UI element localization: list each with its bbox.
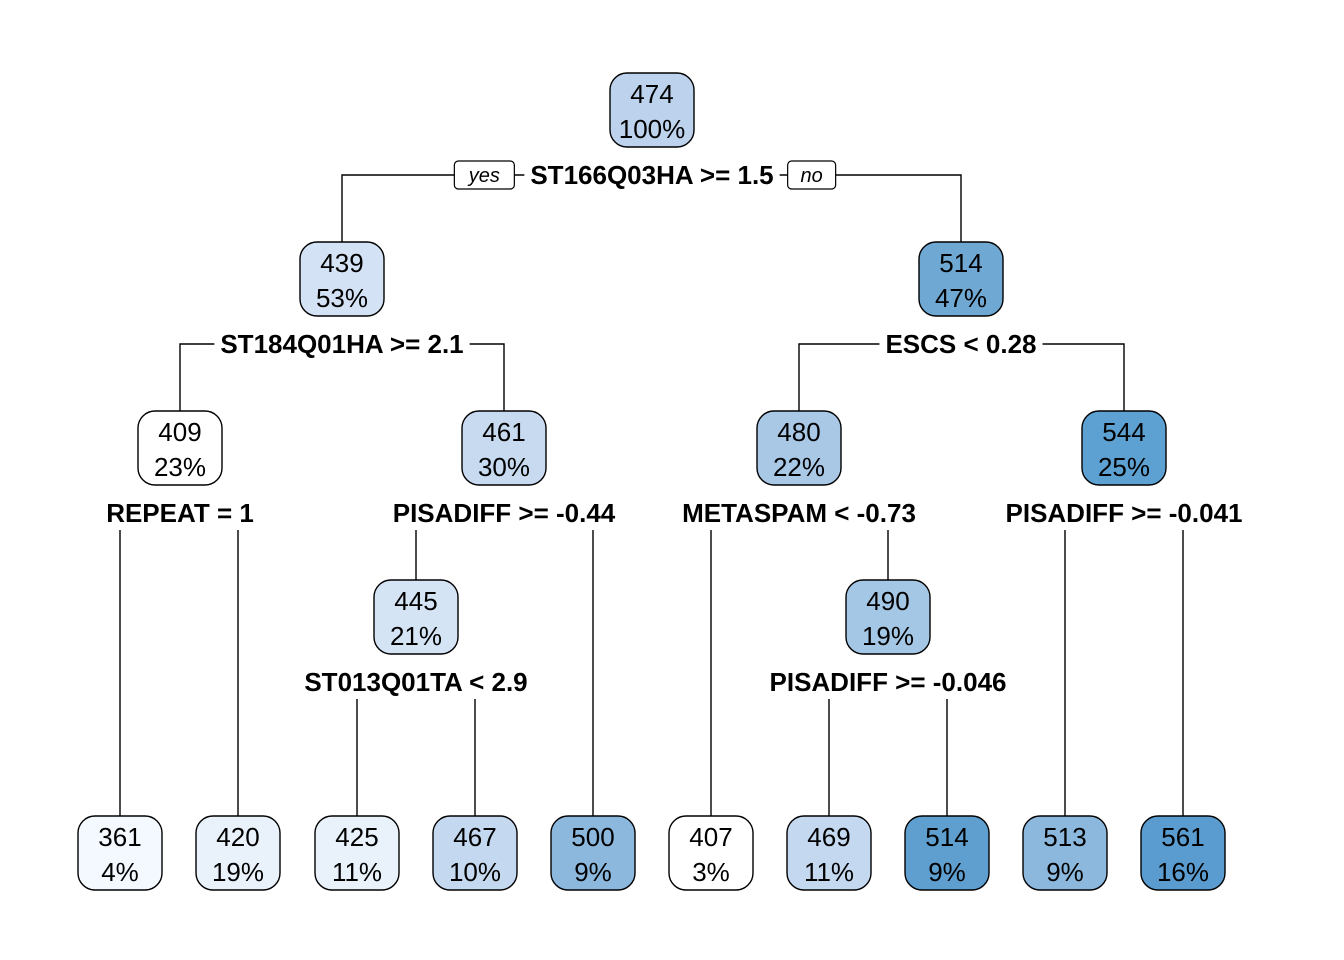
split-label-s5: PISADIFF >= -0.44 [393, 498, 616, 528]
node-percent: 9% [1046, 857, 1084, 887]
split-labels: ST166Q03HA >= 1.5 ST184Q01HA >= 2.1 ESCS <… [106, 160, 1242, 697]
node-value: 480 [777, 417, 820, 447]
node-percent: 22% [773, 452, 825, 482]
node-percent: 21% [390, 621, 442, 651]
node-box [1140, 815, 1226, 891]
node-percent: 10% [449, 857, 501, 887]
edge-s1-right [779, 174, 962, 242]
node-box [461, 410, 547, 486]
node-box [432, 815, 518, 891]
branch-labels: yes no [453, 160, 837, 190]
branch-no-box [787, 160, 837, 190]
node-box [314, 815, 400, 891]
edge-s2-right [469, 343, 505, 411]
node-percent: 53% [316, 283, 368, 313]
tree-nodes: 474100%43953%51447%40923%46130%48022%544… [77, 72, 1226, 891]
node-percent: 11% [804, 857, 854, 887]
node-value: 514 [939, 248, 982, 278]
node-value: 469 [807, 822, 850, 852]
node-percent: 23% [154, 452, 206, 482]
node-percent: 100% [619, 114, 686, 144]
edge-s2-left [179, 343, 215, 411]
node-box [137, 410, 223, 486]
node-box [77, 815, 163, 891]
node-value: 425 [335, 822, 378, 852]
node-percent: 19% [212, 857, 264, 887]
node-box [918, 241, 1004, 317]
edge-s3-left [798, 343, 880, 411]
node-value: 500 [571, 822, 614, 852]
node-value: 474 [630, 79, 673, 109]
node-value: 513 [1043, 822, 1086, 852]
branch-yes-label: yes [467, 165, 500, 187]
split-label-s8: ST013Q01TA < 2.9 [304, 667, 527, 697]
node-percent: 3% [692, 857, 730, 887]
split-label-s4: REPEAT = 1 [106, 498, 254, 528]
node-box [904, 815, 990, 891]
split-label-s9: PISADIFF >= -0.046 [770, 667, 1007, 697]
node-value: 544 [1102, 417, 1145, 447]
node-value: 407 [689, 822, 732, 852]
node-percent: 30% [478, 452, 530, 482]
node-box [1022, 815, 1108, 891]
node-box [845, 579, 931, 655]
node-value: 409 [158, 417, 201, 447]
node-value: 467 [453, 822, 496, 852]
split-label-s1: ST166Q03HA >= 1.5 [530, 160, 773, 190]
node-percent: 9% [928, 857, 966, 887]
branch-yes-box [453, 160, 515, 190]
node-value: 439 [320, 248, 363, 278]
node-box [609, 72, 695, 148]
node-percent: 9% [574, 857, 612, 887]
node-value: 514 [925, 822, 968, 852]
node-percent: 47% [935, 283, 987, 313]
node-percent: 25% [1098, 452, 1150, 482]
node-value: 461 [482, 417, 525, 447]
branch-no-label: no [801, 165, 823, 187]
node-box [299, 241, 385, 317]
split-label-s2: ST184Q01HA >= 2.1 [220, 329, 463, 359]
node-box [195, 815, 281, 891]
node-box [550, 815, 636, 891]
node-value: 420 [216, 822, 259, 852]
node-percent: 19% [862, 621, 914, 651]
node-box [786, 815, 872, 891]
node-percent: 16% [1157, 857, 1209, 887]
node-value: 561 [1161, 822, 1204, 852]
node-percent: 4% [101, 857, 139, 887]
split-label-s3: ESCS < 0.28 [885, 329, 1036, 359]
tree-edges [119, 174, 1184, 816]
tree-node-n1: 474 100% [609, 72, 695, 148]
node-box [756, 410, 842, 486]
split-label-s6: METASPAM < -0.73 [682, 498, 916, 528]
split-label-s7: PISADIFF >= -0.041 [1006, 498, 1243, 528]
node-value: 490 [866, 586, 909, 616]
node-box [373, 579, 459, 655]
node-box [1081, 410, 1167, 486]
node-percent: 11% [332, 857, 382, 887]
node-value: 361 [98, 822, 141, 852]
edge-s3-right [1042, 343, 1125, 411]
node-value: 445 [394, 586, 437, 616]
node-box [668, 815, 754, 891]
